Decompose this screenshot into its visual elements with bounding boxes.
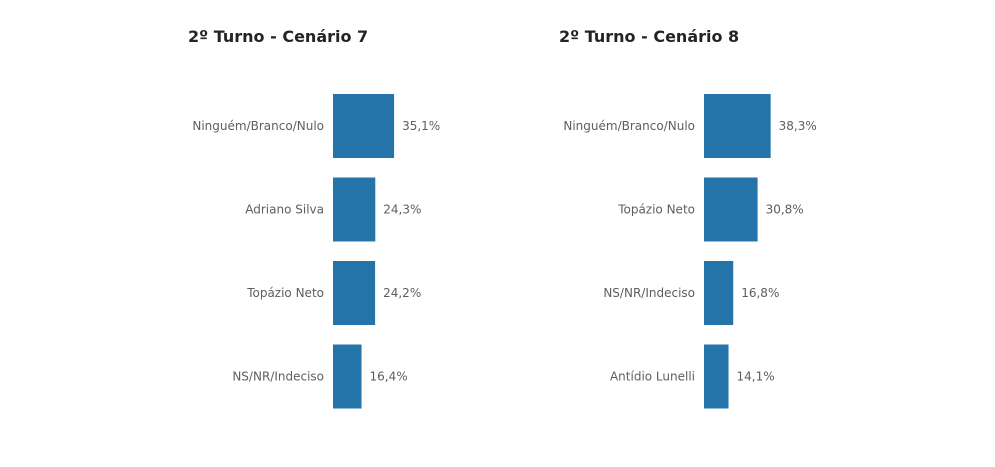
chart-title: 2º Turno - Cenário 7: [188, 27, 369, 46]
data-label: 24,2%: [383, 286, 421, 300]
bar[interactable]: [333, 177, 376, 242]
data-label: 35,1%: [402, 119, 440, 133]
category-label: Topázio Neto: [246, 286, 324, 300]
data-label: 30,8%: [766, 203, 804, 217]
bar[interactable]: [704, 177, 758, 242]
category-label: Topázio Neto: [617, 203, 695, 217]
bar[interactable]: [704, 261, 734, 325]
data-label: 24,3%: [383, 203, 421, 217]
bar[interactable]: [333, 261, 376, 325]
bar[interactable]: [333, 344, 362, 409]
chart-title: 2º Turno - Cenário 8: [559, 27, 740, 46]
data-label: 16,4%: [370, 370, 408, 384]
category-label: NS/NR/Indeciso: [603, 286, 695, 300]
category-label: Antídio Lunelli: [610, 370, 695, 384]
bar[interactable]: [333, 94, 395, 158]
data-label: 14,1%: [737, 370, 775, 384]
category-label: Ninguém/Branco/Nulo: [192, 119, 324, 133]
data-label: 16,8%: [741, 286, 779, 300]
category-label: Adriano Silva: [245, 203, 324, 217]
chart-cenario-8: 2º Turno - Cenário 8 Ninguém/Branco/Nulo…: [371, 0, 817, 467]
bar-chart-plot: Ninguém/Branco/Nulo 38,3% Topázio Neto 30,8…: [563, 94, 817, 409]
category-label: NS/NR/Indeciso: [232, 370, 324, 384]
data-label: 38,3%: [779, 119, 817, 133]
bar[interactable]: [704, 94, 771, 158]
bar-chart-plot: Ninguém/Branco/Nulo 35,1% Adriano Silva 24,…: [192, 94, 440, 409]
bar[interactable]: [704, 344, 729, 409]
chart-cenario-7: 2º Turno - Cenário 7 Ninguém/Branco/Nulo…: [0, 0, 440, 467]
category-label: Ninguém/Branco/Nulo: [563, 119, 695, 133]
